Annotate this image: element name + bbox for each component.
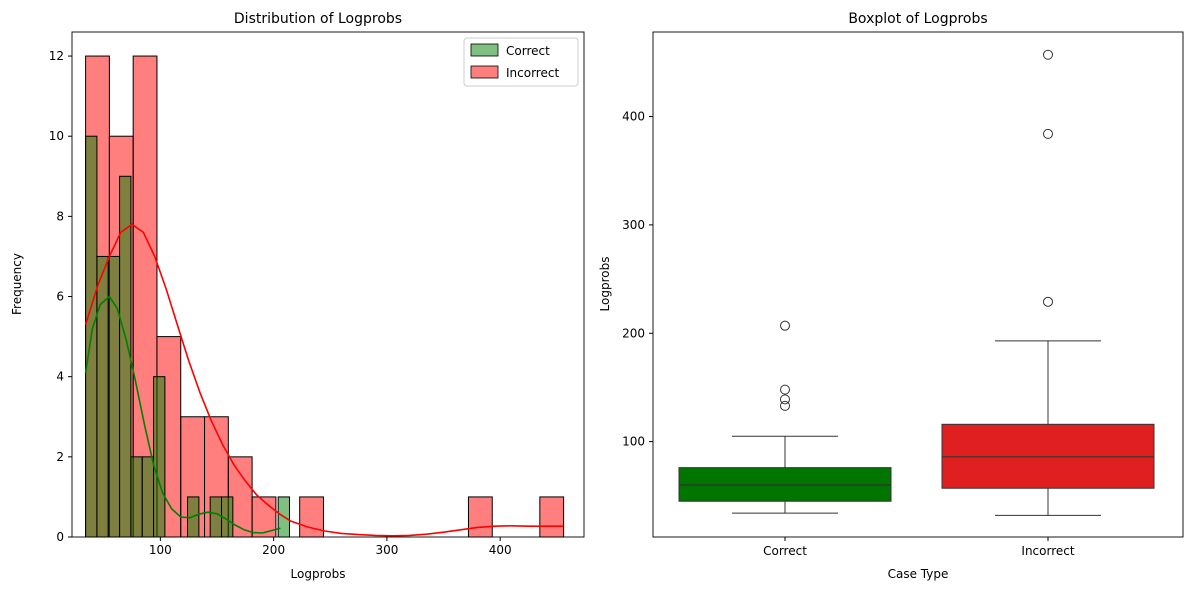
histogram-x-ticks: 100 200 300 400 — [149, 537, 512, 557]
incorrect-bar-8 — [299, 496, 324, 538]
x-tick-label-incorrect: Incorrect — [1021, 544, 1074, 558]
boxplot-frame — [652, 31, 1184, 538]
y-tick-label: 8 — [56, 209, 64, 223]
correct-outlier-0 — [780, 400, 790, 411]
boxplot-x-ticks: Correct Incorrect — [763, 537, 1075, 558]
histogram-y-label: Frequency — [10, 253, 24, 315]
correct-bar-6 — [153, 376, 166, 538]
incorrect-kde-line — [84, 223, 564, 537]
incorrect-outlier-1 — [1043, 128, 1053, 139]
legend-incorrect-swatch — [470, 65, 499, 79]
histogram-title: Distribution of Logprobs — [234, 11, 402, 27]
boxplot-y-label: Logprobs — [598, 257, 612, 312]
legend-correct-swatch — [470, 43, 499, 57]
legend-correct-label: Correct — [506, 44, 550, 58]
y-tick-label: 300 — [622, 218, 645, 232]
x-tick-label: 200 — [262, 543, 285, 557]
incorrect-bar-9 — [467, 496, 493, 538]
correct-outlier-1 — [780, 394, 790, 405]
boxplot-title: Boxplot of Logprobs — [848, 11, 987, 27]
correct-bar-4 — [130, 456, 143, 538]
correct-bar-8 — [209, 496, 223, 538]
y-tick-label: 200 — [622, 326, 645, 340]
correct-bar-5 — [141, 456, 155, 538]
histogram-frame — [71, 31, 585, 538]
y-tick-label: 0 — [56, 530, 64, 544]
correct-outlier-3 — [780, 320, 790, 331]
incorrect-outlier-0 — [1043, 296, 1053, 307]
x-tick-label-correct: Correct — [763, 544, 807, 558]
incorrect-outlier-2 — [1043, 49, 1053, 60]
y-tick-label: 400 — [622, 110, 645, 124]
y-tick-label: 6 — [56, 290, 64, 304]
incorrect-bar-10 — [539, 496, 565, 538]
histogram-panel: Distribution of Logprobs 100 200 300 400 0 2… — [10, 11, 585, 581]
boxplot-x-label: Case Type — [888, 567, 949, 581]
y-tick-label: 100 — [622, 435, 645, 449]
x-tick-label: 100 — [149, 543, 172, 557]
boxplot-boxes — [678, 49, 1155, 516]
boxplot-y-ticks: 100 200 300 400 — [622, 110, 653, 449]
histogram-legend: Correct Incorrect — [463, 37, 579, 87]
correct-kde-line — [84, 295, 281, 534]
x-tick-label: 300 — [375, 543, 398, 557]
y-tick-label: 4 — [56, 370, 64, 384]
y-tick-label: 2 — [56, 450, 64, 464]
y-tick-label: 10 — [49, 129, 64, 143]
correct-outlier-2 — [780, 384, 790, 395]
y-tick-label: 12 — [49, 49, 64, 63]
boxplot-panel: Boxplot of Logprobs 100 200 300 400 Correct… — [598, 11, 1184, 581]
x-tick-label: 400 — [489, 543, 512, 557]
histogram-x-label: Logprobs — [291, 567, 346, 581]
histogram-y-ticks: 0 2 4 6 8 10 12 — [49, 49, 72, 544]
legend-incorrect-label: Incorrect — [506, 66, 559, 80]
